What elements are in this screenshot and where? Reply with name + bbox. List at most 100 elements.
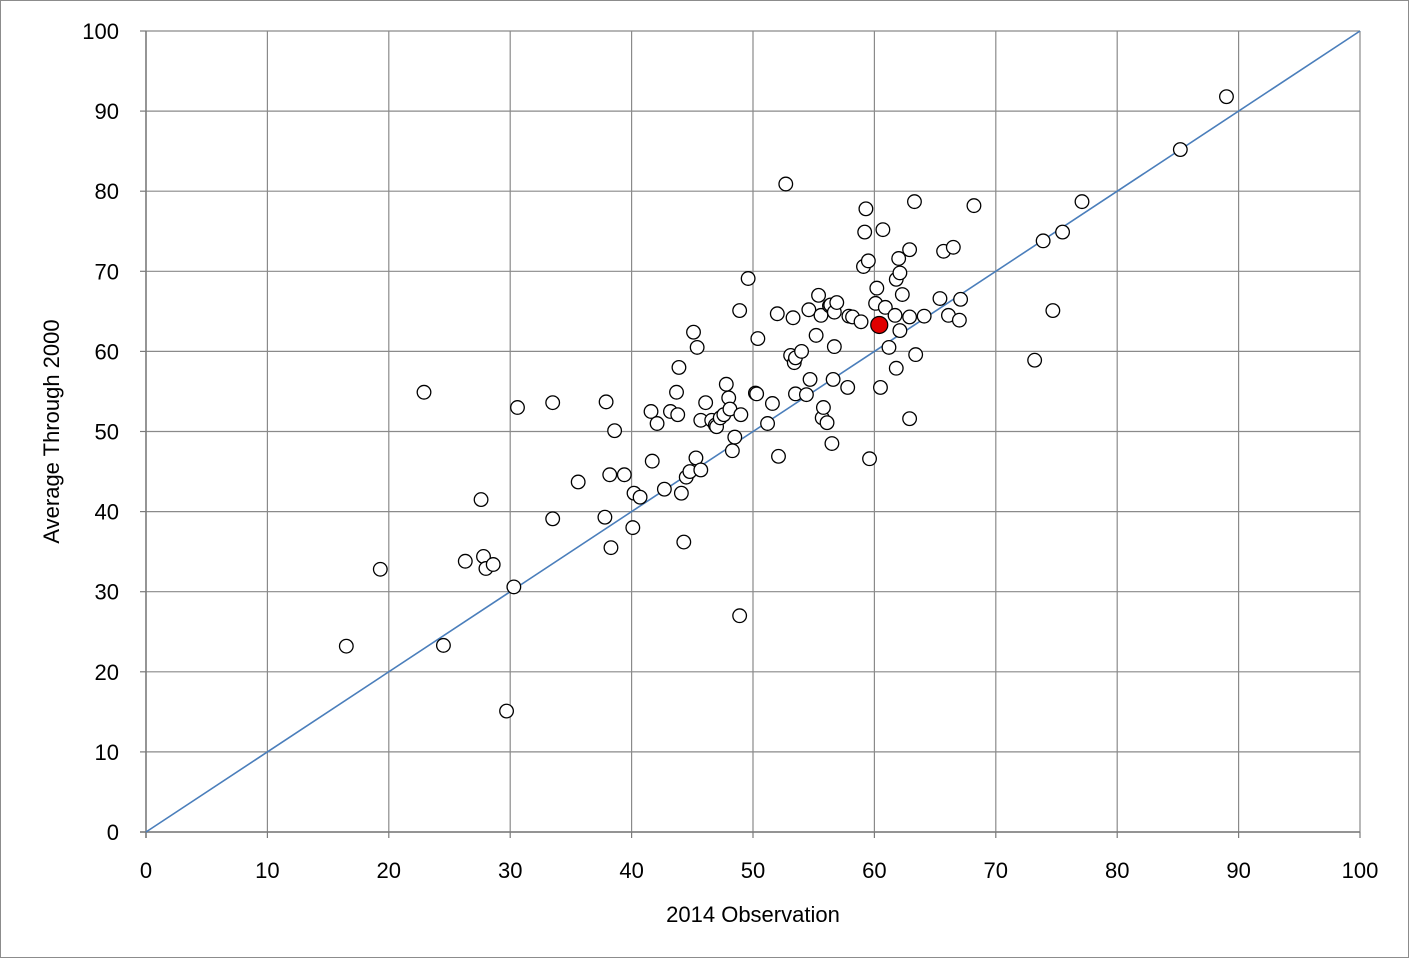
x-tick-label: 40 [619,858,643,883]
data-point [671,359,687,375]
data-point [892,265,908,281]
data-point [1045,303,1061,318]
data-point [764,396,780,411]
x-tick-label: 70 [984,858,1008,883]
data-point [750,331,766,347]
y-tick-label: 10 [95,740,119,765]
data-point [372,561,388,577]
data-point [862,451,877,467]
x-tick-labels: 0 10 20 30 40 50 60 70 80 90 100 [140,832,1378,883]
data-point [435,637,451,653]
data-point [643,404,659,419]
data-point [673,485,689,501]
data-point [698,395,714,411]
y-tick-label: 70 [95,259,119,284]
x-tick-label: 0 [140,858,152,883]
x-tick-label: 20 [377,858,401,883]
data-point [811,287,827,303]
data-point [815,400,831,415]
data-point [888,360,904,376]
data-point [853,314,869,330]
data-point [485,557,501,572]
data-point [416,384,432,400]
data-point [907,194,922,210]
data-point [506,579,522,595]
data-point [632,489,648,505]
data-point [670,407,686,423]
data-point [760,416,776,431]
data-point [840,379,856,395]
data-point [1027,352,1043,368]
data-point [858,201,874,217]
data-point [510,400,525,415]
data-point [824,436,840,451]
data-point [808,327,824,343]
data-point [499,703,515,719]
y-tick-label: 100 [82,19,119,44]
data-point [875,222,891,238]
data-point [740,271,756,286]
data-point [457,553,473,569]
reference-line [145,30,1361,833]
data-point [686,324,701,340]
data-point [829,295,845,310]
data-point [669,384,684,400]
data-point [727,429,743,445]
x-tick-label: 30 [498,858,522,883]
data-point [894,287,910,302]
data-point [644,453,660,469]
data-point [877,299,893,315]
data-point [951,312,967,328]
data-point [689,339,705,355]
x-tick-label: 10 [255,858,279,883]
data-point [945,239,961,255]
data-point [908,347,924,363]
data-point [892,323,908,339]
data-point [873,379,888,395]
data-point [676,534,692,550]
x-tick-label: 80 [1105,858,1129,883]
data-point [825,371,841,387]
data-point [625,520,641,536]
data-point [802,371,818,387]
data-point [718,376,734,392]
x-tick-label: 50 [741,858,765,883]
data-point [857,224,873,240]
x-tick-label: 100 [1342,858,1379,883]
data-point [778,176,794,192]
data-point [598,394,614,410]
highlighted-point [870,315,889,335]
data-point [902,411,918,427]
data-point [570,474,586,490]
x-tick-label: 60 [862,858,886,883]
data-point [473,492,489,508]
y-tick-label: 30 [95,580,119,605]
data-point [1074,194,1090,210]
data-point [819,415,835,431]
data-point [616,467,632,483]
data-point [732,303,748,318]
data-point [749,386,765,402]
data-point [953,291,969,307]
data-point [794,343,810,359]
data-point [785,310,801,326]
data-point [732,608,748,624]
data-point [881,339,897,355]
y-tick-label: 0 [107,820,119,845]
data-point [597,509,613,525]
data-point [733,407,749,423]
data-point [887,307,903,323]
data-point [545,395,561,411]
data-point [656,481,672,497]
data-point [607,423,623,439]
y-tick-label: 60 [95,339,119,364]
x-axis-title: 2014 Observation [666,902,840,927]
data-point [649,416,665,431]
y-tick-label: 50 [95,420,119,445]
data-point [801,302,817,318]
y-tick-label: 90 [95,99,119,124]
data-point [916,308,932,324]
data-point [891,251,907,266]
data-point [798,387,814,403]
